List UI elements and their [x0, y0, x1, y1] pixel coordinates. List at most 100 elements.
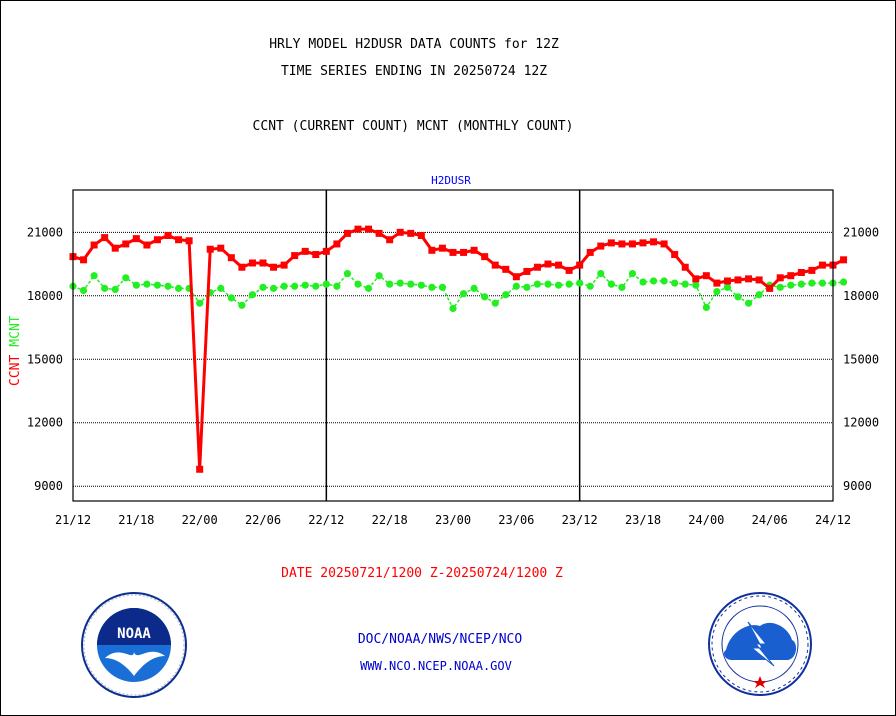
data-point-ccnt: [544, 260, 552, 268]
data-point-mcnt: [797, 280, 805, 288]
data-point-mcnt: [343, 269, 352, 278]
data-point-ccnt: [797, 269, 805, 277]
data-point-mcnt: [702, 303, 710, 312]
data-point-ccnt: [808, 266, 816, 274]
data-point-ccnt: [607, 239, 615, 247]
chart-title-line2: TIME SERIES ENDING IN 20250724 12Z: [280, 64, 548, 79]
data-point-ccnt: [206, 245, 214, 253]
y-axis-label-mcnt: MCNT: [8, 315, 23, 346]
data-point-mcnt: [153, 281, 162, 289]
data-point-mcnt: [354, 280, 362, 288]
data-point-ccnt: [576, 261, 584, 269]
data-point-mcnt: [269, 284, 278, 292]
data-point-ccnt: [196, 465, 204, 473]
plot-border: [72, 189, 834, 502]
data-point-mcnt: [449, 304, 457, 313]
x-axis: 21/12 21/18 22/00 22/06 22/12 22/18 23/00 23/06…: [55, 513, 851, 527]
data-point-ccnt: [776, 274, 784, 282]
data-point-ccnt: [343, 229, 351, 237]
data-point-mcnt: [238, 301, 246, 309]
nws-logo-icon: [708, 592, 812, 696]
x-tick-label: 22/12: [308, 513, 344, 527]
data-point-mcnt: [660, 277, 668, 285]
data-point-ccnt: [217, 244, 225, 252]
data-point-mcnt: [576, 279, 584, 287]
data-point-mcnt: [713, 287, 721, 296]
series-ccnt: [69, 225, 848, 473]
data-point-ccnt: [122, 240, 130, 248]
data-point-mcnt: [217, 284, 225, 292]
data-point-ccnt: [407, 229, 415, 237]
data-point-ccnt: [111, 244, 119, 252]
data-point-ccnt: [238, 263, 246, 271]
data-point-ccnt: [354, 225, 362, 233]
data-point-mcnt: [470, 284, 478, 292]
data-point-mcnt: [386, 280, 394, 288]
y-tick-label: 15000: [27, 352, 63, 366]
data-point-ccnt: [143, 241, 151, 249]
data-point-ccnt: [185, 237, 193, 245]
data-point-ccnt: [365, 225, 373, 233]
chart-grid: [73, 190, 833, 501]
data-point-ccnt: [396, 228, 404, 236]
data-point-ccnt: [639, 239, 647, 247]
data-point-ccnt: [713, 279, 721, 287]
data-point-ccnt: [681, 263, 689, 271]
data-point-ccnt: [660, 240, 668, 248]
data-point-mcnt: [755, 291, 763, 299]
data-point-mcnt: [565, 280, 573, 288]
data-point-ccnt: [523, 267, 531, 275]
data-point-ccnt: [227, 254, 235, 262]
data-point-mcnt: [111, 285, 119, 294]
noaa-logo-text: NOAA: [117, 626, 151, 642]
data-point-mcnt: [776, 283, 784, 291]
data-point-mcnt: [692, 281, 700, 289]
date-range-label: DATE 20250721/1200 Z-20250724/1200 Z: [281, 566, 563, 581]
data-point-ccnt: [533, 263, 541, 271]
x-tick-label: 24/00: [688, 513, 724, 527]
data-point-ccnt: [818, 261, 826, 269]
data-point-ccnt: [449, 248, 457, 256]
data-point-mcnt: [481, 293, 489, 301]
website-link[interactable]: WWW.NCO.NCEP.NOAA.GOV: [360, 659, 512, 673]
y-tick-label: 21000: [27, 225, 63, 239]
data-point-mcnt: [90, 272, 98, 280]
data-point-mcnt: [164, 282, 172, 290]
data-point-mcnt: [312, 282, 320, 290]
data-point-mcnt: [586, 282, 594, 290]
org-link[interactable]: DOC/NOAA/NWS/NCEP/NCO: [357, 632, 523, 647]
x-tick-label: 22/00: [182, 513, 218, 527]
data-point-mcnt: [375, 272, 383, 280]
y-axis-label: CCNT MCNT: [8, 315, 23, 386]
data-point-mcnt: [291, 282, 299, 290]
data-point-ccnt: [512, 273, 520, 281]
chart-svg: H2DUSR 9000 12000 15000 18000 21000 9000 1200…: [8, 174, 879, 527]
data-point-mcnt: [523, 283, 531, 291]
data-point-ccnt: [417, 231, 425, 239]
data-point-ccnt: [312, 251, 320, 259]
x-tick-label: 22/06: [245, 513, 281, 527]
data-point-mcnt: [438, 283, 447, 291]
y-tick-label: 9000: [34, 479, 63, 493]
data-point-ccnt: [840, 256, 848, 264]
data-point-ccnt: [291, 252, 299, 260]
y-tick-label: 12000: [27, 416, 63, 430]
data-point-mcnt: [227, 294, 235, 302]
data-point-mcnt: [544, 280, 552, 288]
data-point-mcnt: [396, 279, 404, 287]
data-point-mcnt: [734, 293, 742, 301]
data-point-ccnt: [586, 248, 594, 256]
data-point-mcnt: [671, 279, 679, 287]
data-point-ccnt: [164, 231, 172, 239]
data-point-ccnt: [650, 238, 658, 246]
data-point-ccnt: [628, 240, 636, 248]
data-point-mcnt: [132, 281, 140, 289]
data-point-ccnt: [481, 253, 489, 261]
data-point-ccnt: [386, 236, 394, 244]
data-point-ccnt: [175, 236, 183, 244]
x-tick-label: 23/12: [562, 513, 598, 527]
x-tick-label: 23/00: [435, 513, 471, 527]
data-point-ccnt: [101, 234, 109, 242]
data-point-ccnt: [502, 265, 510, 273]
chart-title-line1: HRLY MODEL H2DUSR DATA COUNTS for 12Z: [269, 37, 559, 52]
